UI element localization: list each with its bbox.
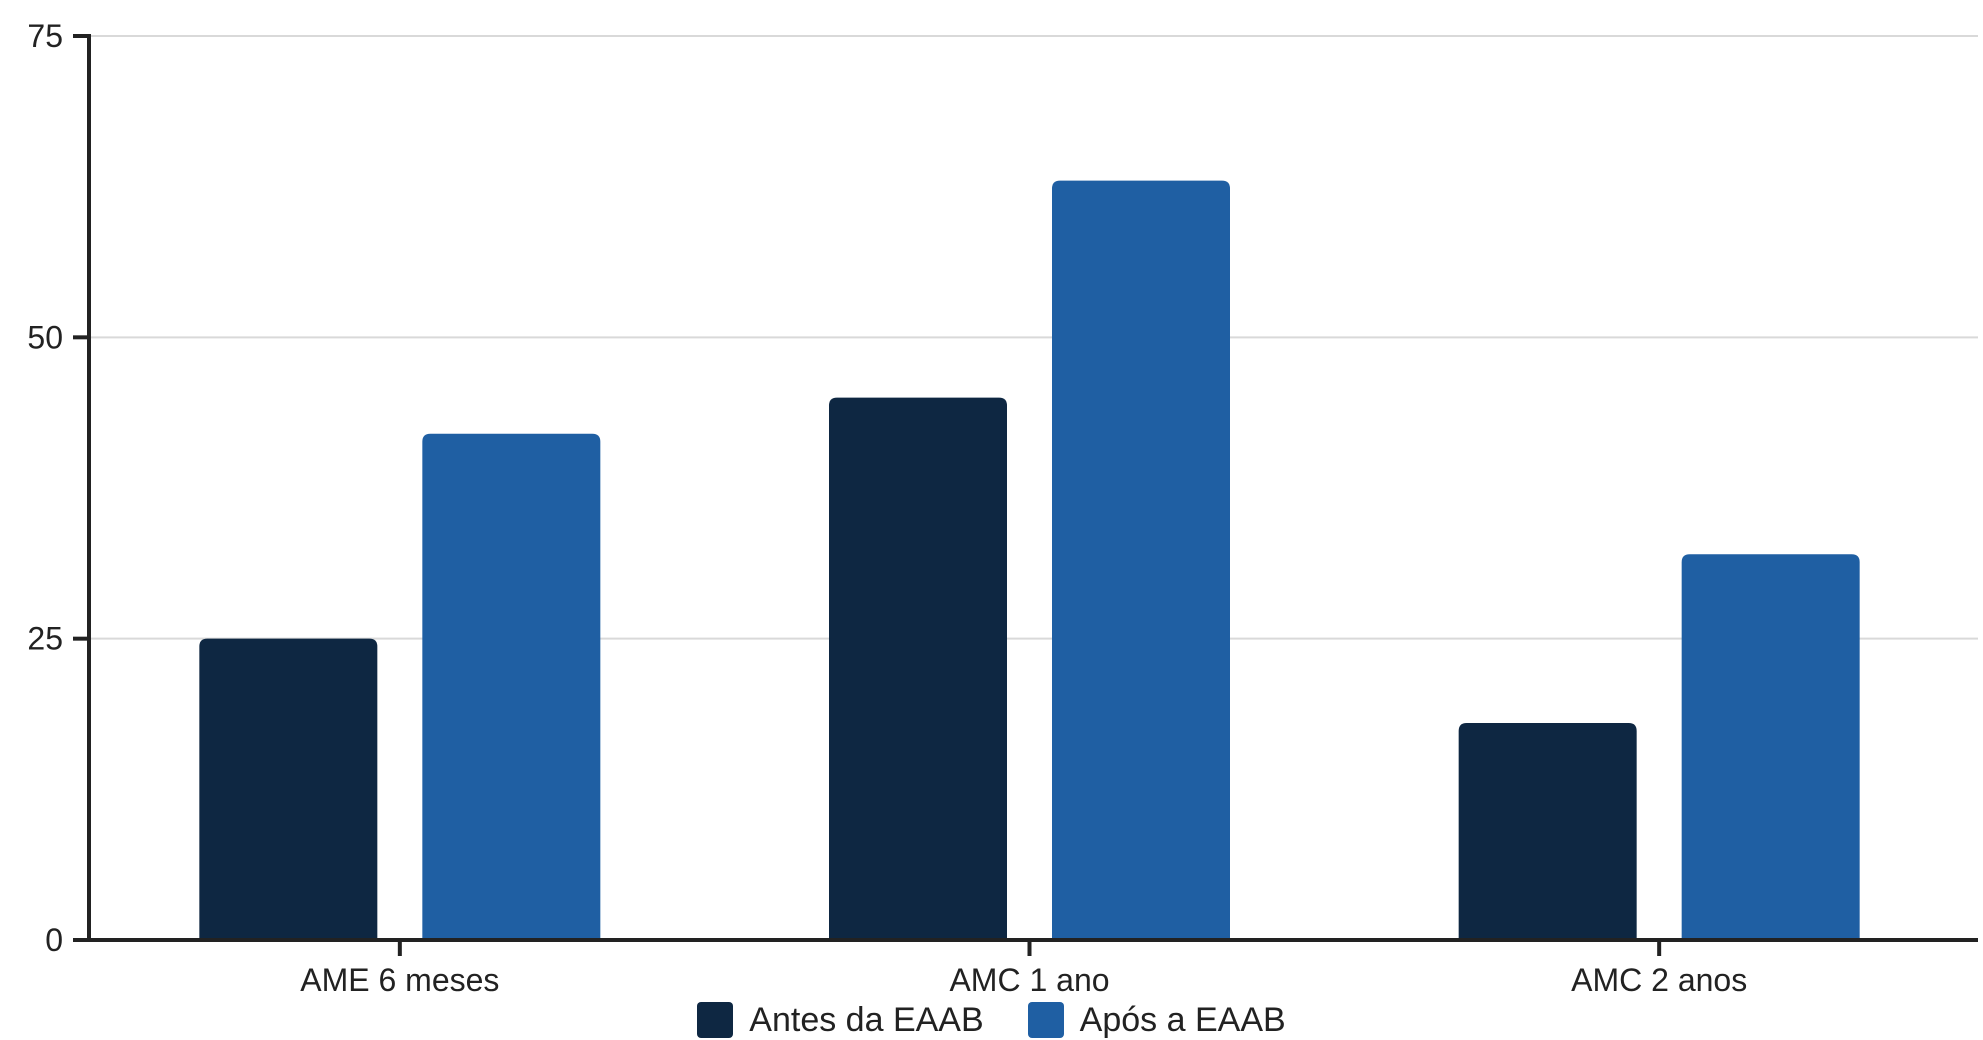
grid-lines (89, 35, 1978, 640)
legend-label-series-0: Antes da EAAB (749, 1000, 984, 1039)
bar-chart: 0 25 50 75 AME 6 meses AMC 1 ano AMC 2 anos (27, 18, 1978, 998)
bar-series-0-category-1 (829, 397, 1007, 941)
y-tick-label-75: 75 (27, 18, 63, 54)
bar-series-0-category-0 (199, 638, 378, 940)
legend-item-series-1: Após a EAAB (1027, 1000, 1286, 1040)
bar-series-1-category-2 (1681, 554, 1860, 940)
legend-item-series-0: Antes da EAAB (697, 1000, 984, 1040)
x-ticks: AME 6 meses AMC 1 ano AMC 2 anos (300, 940, 1747, 998)
axes (87, 34, 1978, 942)
legend-swatch-series-0 (697, 1002, 734, 1038)
bars (199, 180, 1860, 941)
bar-series-1-category-0 (422, 433, 601, 940)
legend-label-series-1: Após a EAAB (1079, 1000, 1286, 1039)
bar-series-1-category-1 (1052, 180, 1230, 940)
y-tick-label-25: 25 (27, 621, 63, 657)
x-category-label-2: AMC 2 anos (1571, 962, 1747, 998)
x-category-label-1: AMC 1 ano (949, 962, 1109, 998)
y-tick-label-50: 50 (27, 319, 63, 355)
x-category-label-0: AME 6 meses (300, 962, 499, 998)
legend-swatch-series-1 (1027, 1002, 1064, 1038)
y-ticks: 0 25 50 75 (27, 18, 89, 958)
legend: Antes da EAAB Após a EAAB (0, 1000, 1983, 1040)
y-tick-label-0: 0 (45, 922, 63, 958)
bar-series-0-category-2 (1458, 723, 1637, 940)
